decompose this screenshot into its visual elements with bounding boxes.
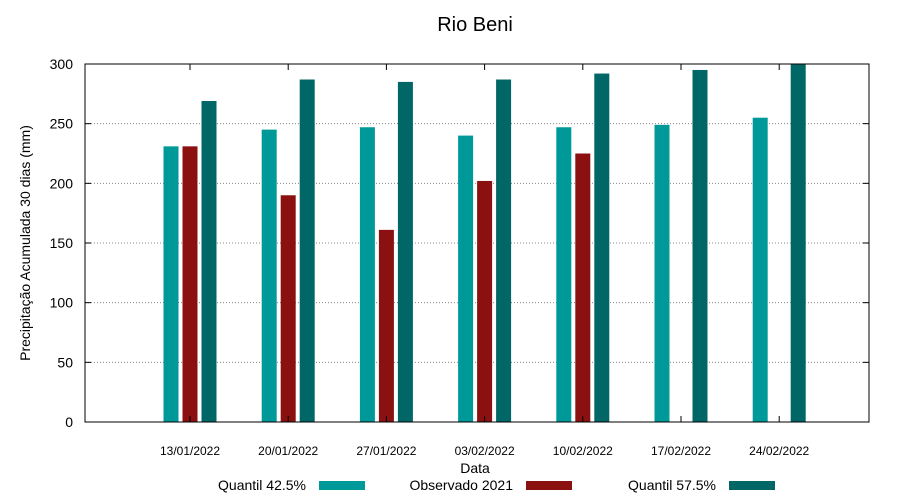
y-tick-label: 100	[50, 295, 74, 311]
legend-label: Observado 2021	[409, 477, 513, 493]
bar	[692, 69, 708, 422]
x-axis-label: Data	[460, 460, 490, 476]
x-tick-label: 13/01/2022	[160, 444, 220, 458]
bar	[163, 146, 179, 422]
bar	[790, 64, 806, 422]
chart-title: Rio Beni	[437, 14, 513, 36]
x-tick-label: 10/02/2022	[553, 444, 613, 458]
bar	[261, 129, 277, 422]
bar	[575, 153, 591, 422]
y-tick-label: 0	[65, 414, 73, 430]
bar	[397, 81, 413, 423]
x-tick-label: 24/02/2022	[749, 444, 809, 458]
bar	[458, 135, 474, 422]
legend-label: Quantil 42.5%	[218, 477, 306, 493]
bar	[201, 100, 217, 422]
legend-label: Quantil 57.5%	[628, 477, 716, 493]
x-tick-label: 17/02/2022	[651, 444, 711, 458]
bar	[654, 124, 670, 423]
bar	[752, 117, 768, 422]
bar	[182, 146, 198, 422]
y-tick-label: 250	[50, 116, 74, 132]
bar	[477, 180, 493, 422]
y-tick-label: 150	[50, 235, 74, 251]
y-axis-label: Precipitação Acumulada 30 dias (mm)	[17, 125, 33, 361]
x-tick-label: 27/01/2022	[356, 444, 416, 458]
legend-swatch	[729, 481, 775, 490]
bar	[378, 229, 394, 422]
bar	[359, 127, 375, 422]
y-tick-label: 200	[50, 175, 74, 191]
bar	[556, 127, 572, 422]
legend-swatch	[526, 481, 572, 490]
y-tick-label: 50	[57, 354, 73, 370]
legend-swatch	[319, 481, 365, 490]
bar	[280, 195, 296, 422]
bar	[594, 73, 610, 423]
y-tick-label: 300	[50, 56, 74, 72]
axis-ticks: 0 50 100 150 200 250 300 13/01/2022 20/01/2022 27…	[50, 56, 869, 458]
bar	[496, 79, 512, 422]
legend: Quantil 42.5% Observado 2021 Quantil 57.5%	[218, 477, 775, 493]
x-tick-label: 03/02/2022	[455, 444, 515, 458]
bars	[163, 64, 806, 423]
bar	[299, 79, 315, 422]
x-tick-label: 20/01/2022	[258, 444, 318, 458]
